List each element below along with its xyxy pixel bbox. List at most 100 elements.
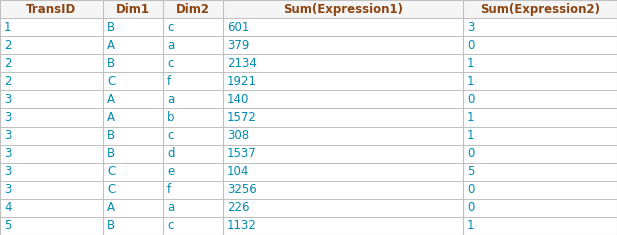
Text: B: B xyxy=(107,129,115,142)
Text: 308: 308 xyxy=(227,129,249,142)
Text: 3: 3 xyxy=(4,165,11,178)
Text: 2: 2 xyxy=(4,39,12,52)
Text: 379: 379 xyxy=(227,39,249,52)
Text: d: d xyxy=(167,147,175,160)
Bar xyxy=(223,72,463,90)
Text: c: c xyxy=(167,21,173,34)
Text: 1537: 1537 xyxy=(227,147,257,160)
Text: A: A xyxy=(107,201,115,214)
Text: 1572: 1572 xyxy=(227,111,257,124)
Text: Dim1: Dim1 xyxy=(116,3,150,16)
Text: A: A xyxy=(107,39,115,52)
Text: Sum(Expression2): Sum(Expression2) xyxy=(480,3,600,16)
Text: 104: 104 xyxy=(227,165,249,178)
Bar xyxy=(463,18,617,36)
Bar xyxy=(163,0,223,18)
Text: 3: 3 xyxy=(4,111,11,124)
Bar xyxy=(163,181,223,199)
Text: 0: 0 xyxy=(467,147,474,160)
Text: 4: 4 xyxy=(4,201,12,214)
Text: Dim2: Dim2 xyxy=(176,3,210,16)
Bar xyxy=(223,18,463,36)
Bar xyxy=(0,18,103,36)
Text: B: B xyxy=(107,147,115,160)
Text: B: B xyxy=(107,21,115,34)
Bar xyxy=(0,145,103,163)
Bar xyxy=(163,126,223,145)
Text: 0: 0 xyxy=(467,39,474,52)
Text: 5: 5 xyxy=(467,165,474,178)
Bar xyxy=(163,90,223,109)
Text: A: A xyxy=(107,93,115,106)
Bar xyxy=(0,199,103,217)
Text: 1921: 1921 xyxy=(227,75,257,88)
Text: Sum(Expression1): Sum(Expression1) xyxy=(283,3,403,16)
Bar xyxy=(163,54,223,72)
Bar xyxy=(463,217,617,235)
Bar xyxy=(103,36,163,54)
Text: 2134: 2134 xyxy=(227,57,257,70)
Bar xyxy=(0,36,103,54)
Text: 1: 1 xyxy=(467,57,474,70)
Bar xyxy=(463,199,617,217)
Text: a: a xyxy=(167,93,174,106)
Bar xyxy=(0,54,103,72)
Text: C: C xyxy=(107,165,115,178)
Bar xyxy=(223,126,463,145)
Bar xyxy=(0,0,103,18)
Bar xyxy=(463,181,617,199)
Bar xyxy=(0,72,103,90)
Text: a: a xyxy=(167,39,174,52)
Text: C: C xyxy=(107,183,115,196)
Bar xyxy=(103,18,163,36)
Bar xyxy=(223,217,463,235)
Bar xyxy=(163,109,223,126)
Bar xyxy=(103,181,163,199)
Text: B: B xyxy=(107,57,115,70)
Text: 140: 140 xyxy=(227,93,249,106)
Text: 3: 3 xyxy=(4,183,11,196)
Text: 0: 0 xyxy=(467,183,474,196)
Text: f: f xyxy=(167,183,171,196)
Text: 1132: 1132 xyxy=(227,219,257,232)
Text: 1: 1 xyxy=(467,111,474,124)
Text: 601: 601 xyxy=(227,21,249,34)
Bar xyxy=(103,163,163,181)
Text: 3: 3 xyxy=(4,147,11,160)
Text: c: c xyxy=(167,57,173,70)
Text: B: B xyxy=(107,219,115,232)
Text: e: e xyxy=(167,165,174,178)
Bar xyxy=(223,163,463,181)
Bar xyxy=(0,181,103,199)
Bar xyxy=(223,145,463,163)
Bar xyxy=(0,217,103,235)
Bar xyxy=(163,217,223,235)
Bar xyxy=(0,126,103,145)
Bar xyxy=(463,145,617,163)
Text: b: b xyxy=(167,111,175,124)
Bar xyxy=(0,163,103,181)
Bar xyxy=(103,0,163,18)
Text: c: c xyxy=(167,129,173,142)
Bar xyxy=(103,90,163,109)
Bar xyxy=(223,90,463,109)
Text: 3: 3 xyxy=(4,129,11,142)
Text: 5: 5 xyxy=(4,219,11,232)
Bar xyxy=(163,145,223,163)
Text: 2: 2 xyxy=(4,57,12,70)
Bar xyxy=(163,199,223,217)
Bar xyxy=(463,163,617,181)
Bar xyxy=(0,90,103,109)
Bar xyxy=(463,109,617,126)
Bar xyxy=(163,72,223,90)
Text: TransID: TransID xyxy=(27,3,77,16)
Text: 0: 0 xyxy=(467,201,474,214)
Bar xyxy=(463,90,617,109)
Text: A: A xyxy=(107,111,115,124)
Text: f: f xyxy=(167,75,171,88)
Bar xyxy=(103,126,163,145)
Bar xyxy=(463,54,617,72)
Bar xyxy=(223,54,463,72)
Bar xyxy=(463,126,617,145)
Bar xyxy=(103,109,163,126)
